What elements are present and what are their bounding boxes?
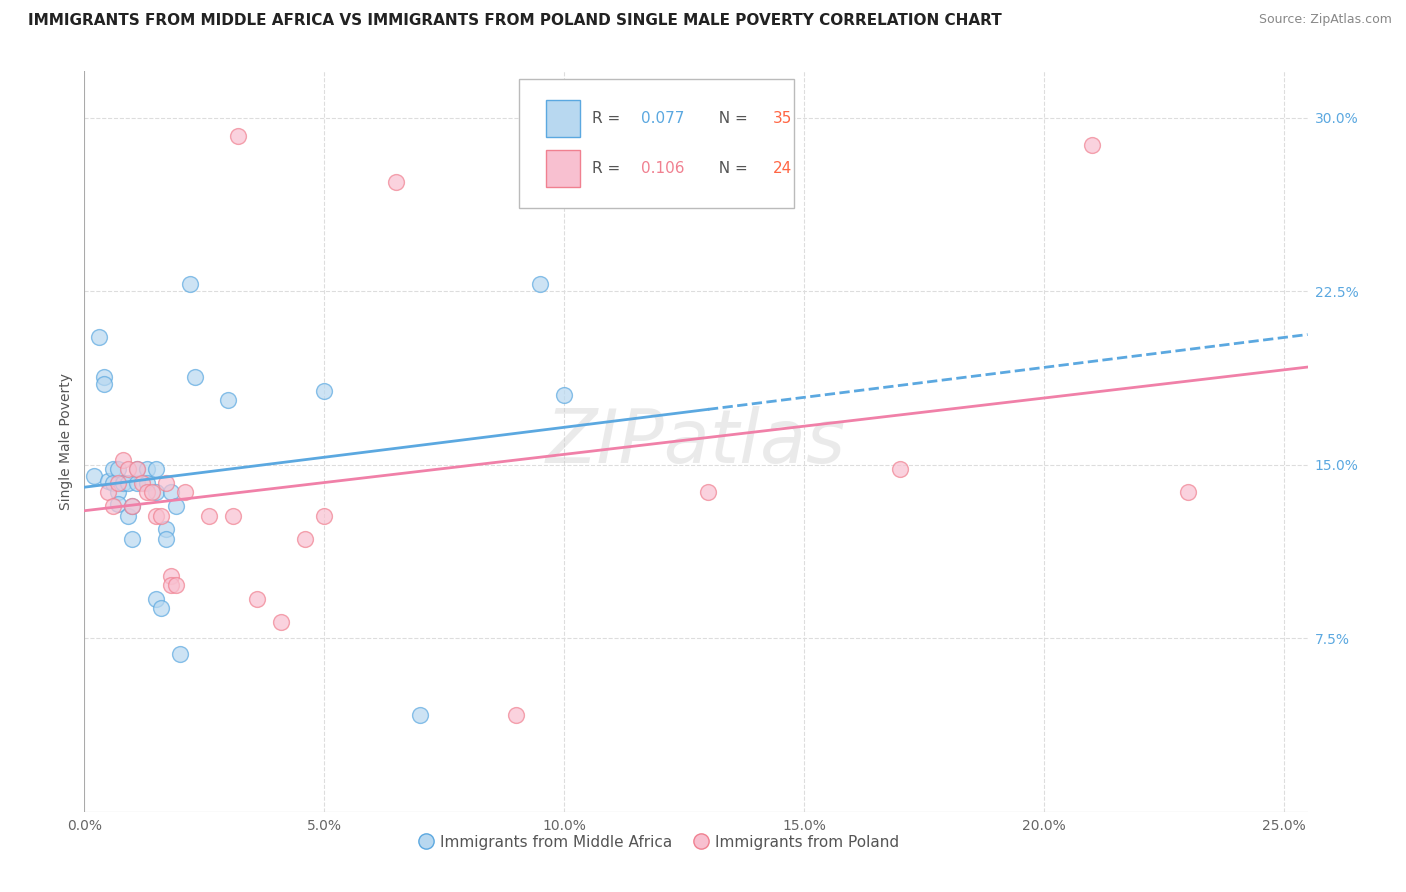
Text: ZIPatlas: ZIPatlas (546, 406, 846, 477)
Point (294, 532, 316, 546)
Point (697, 485, 720, 500)
Text: 35: 35 (773, 111, 793, 126)
Point (101, 476, 124, 491)
Point (127, 476, 149, 491)
Point (159, 485, 181, 500)
Point (135, 485, 157, 500)
Point (314, 508, 336, 523)
Point (226, 129, 249, 144)
Point (101, 462, 124, 476)
Y-axis label: Single Male Poverty: Single Male Poverty (59, 373, 73, 510)
Point (169, 648, 191, 662)
Point (131, 476, 153, 491)
Point (529, 277, 551, 292)
Text: Source: ZipAtlas.com: Source: ZipAtlas.com (1258, 13, 1392, 27)
Point (107, 476, 129, 491)
Text: N =: N = (710, 111, 754, 126)
Text: 0.077: 0.077 (641, 111, 685, 126)
Point (127, 462, 149, 476)
Point (121, 500, 143, 514)
Point (889, 462, 911, 476)
Point (553, 388, 575, 402)
Point (107, 497, 129, 511)
Text: 0.106: 0.106 (641, 161, 685, 177)
Text: N =: N = (710, 161, 754, 177)
Point (121, 500, 143, 514)
Point (83, 469, 105, 483)
Point (111, 476, 134, 491)
Point (145, 591, 167, 606)
Text: R =: R = (592, 111, 626, 126)
Point (1177, 485, 1199, 500)
Point (111, 453, 134, 467)
Point (145, 485, 167, 500)
Point (155, 532, 177, 546)
Point (155, 523, 177, 537)
Point (198, 508, 221, 523)
FancyBboxPatch shape (546, 100, 579, 136)
Text: 24: 24 (773, 161, 793, 177)
Point (117, 476, 139, 491)
Point (1080, 138, 1102, 153)
Point (107, 462, 129, 476)
Point (107, 485, 129, 500)
Point (314, 384, 336, 398)
Point (145, 508, 167, 523)
Point (135, 462, 157, 476)
Point (505, 707, 527, 722)
Point (159, 568, 181, 582)
Point (150, 508, 173, 523)
Point (117, 462, 139, 476)
Point (97, 474, 120, 488)
Point (145, 462, 167, 476)
Point (246, 591, 269, 606)
FancyBboxPatch shape (546, 150, 579, 187)
Point (217, 392, 239, 407)
Point (222, 508, 245, 523)
Point (409, 707, 432, 722)
Point (87, 330, 110, 344)
Point (179, 277, 201, 292)
Point (101, 500, 124, 514)
Point (159, 578, 181, 592)
Text: R =: R = (592, 161, 626, 177)
Point (141, 485, 163, 500)
Legend: Immigrants from Middle Africa, Immigrants from Poland: Immigrants from Middle Africa, Immigrant… (413, 829, 905, 856)
Point (174, 485, 197, 500)
Point (93, 376, 115, 391)
Point (97, 485, 120, 500)
Point (165, 578, 187, 592)
FancyBboxPatch shape (519, 78, 794, 209)
Text: IMMIGRANTS FROM MIDDLE AFRICA VS IMMIGRANTS FROM POLAND SINGLE MALE POVERTY CORR: IMMIGRANTS FROM MIDDLE AFRICA VS IMMIGRA… (28, 13, 1002, 29)
Point (135, 476, 157, 491)
Point (183, 369, 205, 384)
Point (165, 500, 187, 514)
Point (121, 532, 143, 546)
Point (270, 615, 292, 629)
Point (127, 462, 149, 476)
Point (150, 601, 173, 615)
Point (155, 476, 177, 491)
Point (117, 508, 139, 523)
Point (93, 369, 115, 384)
Point (385, 175, 408, 190)
